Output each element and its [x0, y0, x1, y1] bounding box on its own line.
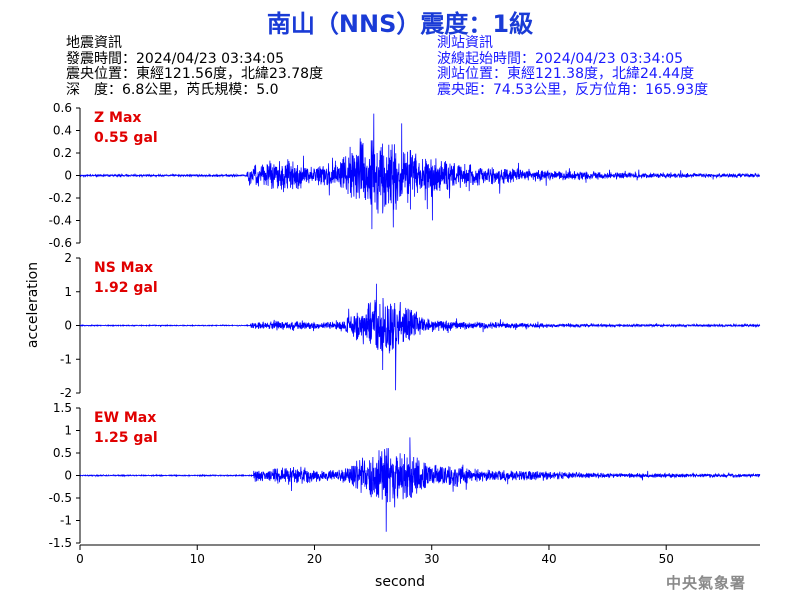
y-tick-label: -0.2	[49, 191, 72, 205]
y-tick-label: -1	[60, 514, 72, 528]
y-tick-label: 1.5	[53, 401, 72, 415]
x-tick-label: 20	[307, 552, 322, 566]
x-tick-label: 0	[76, 552, 84, 566]
chart-title: 南山（NNS）震度：1級	[266, 10, 534, 38]
y-tick-label: 0.6	[53, 101, 72, 115]
agency-watermark: 中央氣象署	[665, 574, 746, 592]
y-tick-label: -1	[60, 352, 72, 366]
y-tick-label: -0.5	[49, 491, 72, 505]
x-tick-label: 40	[541, 552, 556, 566]
waveform-z	[79, 113, 760, 230]
earthquake-info: 地震資訊 發震時間：2024/04/23 03:34:05 震央位置：東經121…	[66, 35, 324, 98]
earthquake-info-heading: 地震資訊	[66, 35, 122, 51]
x-tick-label: 30	[424, 552, 439, 566]
max-component-label: EW Max	[94, 410, 156, 426]
y-tick-label: -1.5	[49, 536, 72, 550]
max-value-label: 1.25 gal	[94, 430, 158, 446]
y-tick-label: -2	[60, 386, 72, 400]
y-tick-label: 0	[64, 469, 72, 483]
waveform-ns	[79, 283, 761, 391]
x-tick-label: 10	[190, 552, 205, 566]
y-tick-label: 2	[64, 251, 72, 265]
station-info: 測站資訊 波線起始時間：2024/04/23 03:34:05 測站位置：東經1…	[437, 35, 709, 98]
origin-time: 發震時間：2024/04/23 03:34:05	[66, 50, 285, 67]
x-axis-title: second	[375, 574, 425, 590]
y-tick-label: -0.4	[49, 214, 72, 228]
x-tick-label: 50	[659, 552, 674, 566]
station-info-heading: 測站資訊	[437, 35, 493, 51]
y-tick-label: 0	[64, 319, 72, 333]
y-tick-label: 1	[64, 285, 72, 299]
epicenter-location: 震央位置：東經121.56度，北緯23.78度	[66, 66, 324, 82]
y-axis-title: acceleration	[25, 262, 41, 348]
depth-magnitude: 深 度：6.8公里，芮氏規模：5.0	[66, 81, 279, 98]
station-location: 測站位置：東經121.38度，北緯24.44度	[437, 66, 695, 82]
max-value-label: 1.92 gal	[94, 280, 158, 296]
waveform-ew	[79, 437, 761, 532]
y-tick-label: 0.5	[53, 446, 72, 460]
y-tick-label: 0	[64, 169, 72, 183]
y-tick-label: 0.2	[53, 146, 72, 160]
max-component-label: Z Max	[94, 110, 141, 126]
wave-start-time: 波線起始時間：2024/04/23 03:34:05	[437, 50, 684, 67]
y-tick-label: 0.4	[53, 124, 72, 138]
epicentral-distance: 震央距：74.53公里，反方位角：165.93度	[437, 81, 709, 98]
max-value-label: 0.55 gal	[94, 130, 158, 146]
y-tick-label: -0.6	[49, 236, 72, 250]
max-component-label: NS Max	[94, 260, 153, 276]
y-tick-label: 1	[64, 424, 72, 438]
